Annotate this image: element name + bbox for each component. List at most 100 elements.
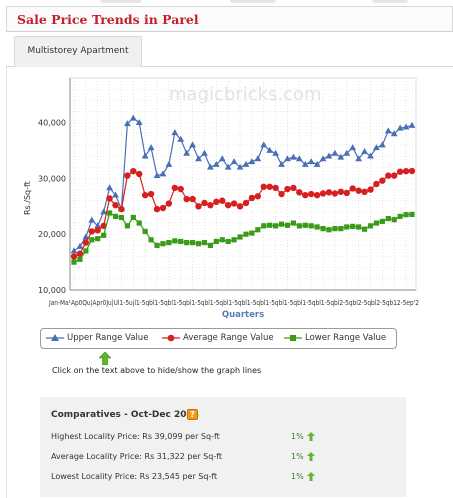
data-point[interactable]: [408, 121, 416, 128]
data-point[interactable]: [171, 184, 179, 192]
data-point[interactable]: [172, 238, 178, 244]
data-point[interactable]: [154, 242, 160, 248]
data-point[interactable]: [118, 205, 125, 213]
data-point[interactable]: [356, 224, 362, 230]
data-point[interactable]: [242, 199, 250, 207]
data-point[interactable]: [213, 238, 219, 245]
data-point[interactable]: [219, 197, 226, 204]
data-point[interactable]: [88, 228, 95, 235]
data-point[interactable]: [248, 194, 256, 202]
data-point[interactable]: [326, 227, 332, 233]
data-point[interactable]: [337, 188, 345, 196]
data-point[interactable]: [349, 185, 356, 192]
data-point[interactable]: [408, 167, 416, 175]
data-point[interactable]: [88, 216, 96, 223]
data-point[interactable]: [136, 170, 143, 178]
tab-multistorey-apartment[interactable]: Multistorey Apartment: [14, 36, 142, 67]
data-point[interactable]: [224, 163, 232, 170]
data-point[interactable]: [189, 239, 196, 246]
data-point[interactable]: [378, 141, 386, 148]
data-point[interactable]: [325, 152, 333, 159]
data-point[interactable]: [373, 220, 380, 226]
data-point[interactable]: [189, 141, 196, 148]
data-point[interactable]: [331, 190, 339, 197]
data-point[interactable]: [391, 172, 398, 179]
data-point[interactable]: [367, 186, 374, 193]
data-point[interactable]: [295, 155, 303, 162]
data-point[interactable]: [379, 218, 385, 224]
data-point[interactable]: [112, 202, 119, 209]
data-point[interactable]: [260, 141, 268, 148]
data-point[interactable]: [70, 253, 78, 260]
data-point[interactable]: [101, 232, 107, 238]
data-point[interactable]: [254, 155, 262, 162]
data-point[interactable]: [177, 185, 184, 193]
data-point[interactable]: [273, 223, 279, 229]
data-point[interactable]: [373, 144, 380, 151]
data-point[interactable]: [130, 214, 136, 221]
data-point[interactable]: [141, 191, 149, 199]
data-point[interactable]: [206, 163, 214, 170]
data-point[interactable]: [129, 114, 137, 121]
data-point[interactable]: [402, 123, 410, 130]
data-point[interactable]: [112, 191, 119, 198]
data-point[interactable]: [290, 153, 297, 160]
data-point[interactable]: [135, 119, 143, 126]
data-point[interactable]: [319, 190, 327, 197]
data-point[interactable]: [189, 195, 196, 203]
data-point[interactable]: [123, 120, 131, 127]
data-point[interactable]: [290, 220, 297, 226]
data-point[interactable]: [267, 222, 273, 228]
data-point[interactable]: [159, 170, 167, 177]
data-point[interactable]: [230, 158, 238, 165]
data-point[interactable]: [248, 158, 256, 165]
data-point[interactable]: [278, 190, 285, 198]
data-point[interactable]: [367, 152, 374, 159]
data-point[interactable]: [284, 222, 291, 228]
data-point[interactable]: [95, 236, 101, 242]
data-point[interactable]: [278, 160, 285, 167]
data-point[interactable]: [397, 213, 403, 219]
data-point[interactable]: [207, 242, 213, 248]
data-point[interactable]: [266, 183, 273, 190]
data-point[interactable]: [379, 177, 386, 184]
data-point[interactable]: [307, 190, 315, 198]
data-point[interactable]: [325, 189, 333, 196]
data-point[interactable]: [71, 259, 77, 265]
data-point[interactable]: [260, 183, 267, 190]
data-point[interactable]: [261, 223, 267, 229]
data-point[interactable]: [320, 226, 326, 232]
data-point[interactable]: [230, 200, 238, 207]
data-point[interactable]: [272, 184, 279, 192]
data-point[interactable]: [391, 217, 397, 223]
data-point[interactable]: [272, 149, 280, 156]
data-point[interactable]: [355, 187, 362, 194]
data-point[interactable]: [171, 129, 179, 136]
data-point[interactable]: [361, 188, 368, 196]
data-point[interactable]: [159, 204, 167, 212]
data-point[interactable]: [195, 155, 202, 162]
data-point[interactable]: [349, 144, 357, 151]
data-point[interactable]: [278, 221, 285, 227]
data-point[interactable]: [396, 168, 404, 175]
data-point[interactable]: [124, 223, 130, 229]
data-point[interactable]: [350, 223, 356, 229]
data-point[interactable]: [255, 227, 261, 233]
data-point[interactable]: [355, 155, 363, 162]
data-point[interactable]: [296, 189, 303, 196]
data-point[interactable]: [390, 130, 398, 137]
data-point[interactable]: [177, 135, 185, 142]
data-point[interactable]: [319, 155, 327, 162]
data-point[interactable]: [201, 199, 208, 207]
data-point[interactable]: [402, 167, 410, 175]
data-point[interactable]: [343, 149, 351, 156]
data-point[interactable]: [302, 222, 308, 228]
data-point[interactable]: [385, 172, 392, 179]
data-point[interactable]: [218, 155, 226, 162]
data-point[interactable]: [385, 215, 391, 222]
data-point[interactable]: [153, 205, 161, 213]
data-point[interactable]: [141, 152, 149, 159]
data-point[interactable]: [82, 239, 90, 246]
data-point[interactable]: [307, 158, 315, 165]
data-point[interactable]: [301, 160, 309, 167]
